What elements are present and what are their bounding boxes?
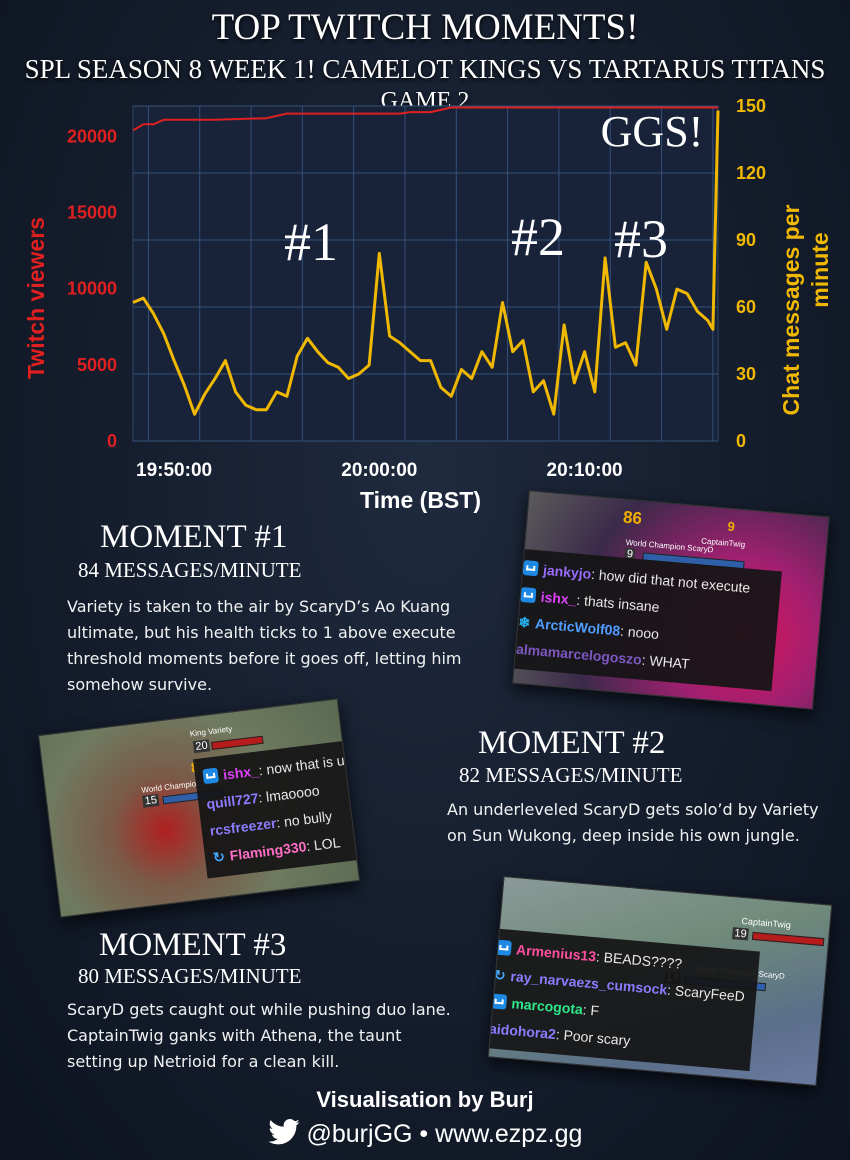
y-left-axis-label: Twitch viewers xyxy=(23,217,49,379)
viewers-series-line xyxy=(132,106,718,132)
chat-text: : now that is unfort man xyxy=(257,745,361,779)
y-left-tick-label: 15000 xyxy=(67,203,117,223)
moment-annotation: #2 xyxy=(511,207,565,267)
chat-overlay: ishx_: now that is unfort man quill727: … xyxy=(193,733,361,879)
chat-username: quill727 xyxy=(205,789,260,812)
moment-3-description: ScaryD gets caught out while pushing duo… xyxy=(67,1000,451,1071)
chat-username: almamarcelogoszo xyxy=(515,640,643,668)
moment-1-title: MOMENT #1 xyxy=(100,519,288,555)
chat-text: : lmaoooo xyxy=(257,782,321,806)
chat-text: : no bully xyxy=(275,807,333,831)
y-right-axis-label: minute xyxy=(807,232,833,307)
chat-text: : thats insane xyxy=(575,591,661,615)
chat-overlay: jankyjo: how did that not execute ishx_:… xyxy=(512,548,782,692)
snowflake-badge-icon: ❄ xyxy=(517,613,531,631)
website-link[interactable]: www.ezpz.gg xyxy=(435,1120,583,1148)
chat-username: ishx_ xyxy=(540,588,578,608)
chart-series xyxy=(132,106,720,416)
crown-badge-icon xyxy=(520,586,537,604)
moment-2-subtitle: 82 MESSAGES/MINUTE xyxy=(459,763,683,787)
moment-annotation: #1 xyxy=(284,212,338,272)
chart-axes: 0 5000 10000 15000 20000 0 30 60 90 120 150 19:50:0… xyxy=(23,96,833,513)
moment-1-subtitle: 84 MESSAGES/MINUTE xyxy=(78,558,302,582)
y-right-tick-label: 60 xyxy=(736,297,756,317)
chat-text: : WHAT xyxy=(641,651,691,672)
moment-3-subtitle: 80 MESSAGES/MINUTE xyxy=(78,964,302,988)
refresh-badge-icon: ↻ xyxy=(212,848,226,866)
social-line: @burjGG • www.ezpz.gg xyxy=(0,1119,850,1149)
credit-prefix: Visualisation by xyxy=(316,1087,490,1112)
chat-text: : F xyxy=(582,1001,600,1019)
x-tick-label: 19:50:00 xyxy=(136,460,212,481)
moment-1-description: Variety is taken to the air by ScaryD’s … xyxy=(67,597,462,694)
chat-username: Flaming330 xyxy=(228,838,308,864)
moment-2-title: MOMENT #2 xyxy=(478,725,666,761)
twitter-bird-icon xyxy=(267,1119,300,1145)
moment-3-screenshot: CaptainTwig 19 World Champion ScaryD 17 … xyxy=(487,875,833,1087)
chat-username: marcogota xyxy=(510,995,584,1018)
hud-level: 19 xyxy=(731,927,750,941)
twitter-handle-link[interactable]: @burjGG xyxy=(306,1120,413,1148)
viewers-chat-chart: 0 5000 10000 15000 20000 0 30 60 90 120 150 19:50:0… xyxy=(23,96,833,513)
chat-username: jankyjo xyxy=(542,561,592,582)
x-axis-label: Time (BST) xyxy=(360,487,481,513)
credit-author: Burj xyxy=(489,1087,534,1112)
y-left-tick-label: 20000 xyxy=(67,126,117,146)
hud-damage-number: 86 xyxy=(622,507,643,529)
chat-username: Armenius13 xyxy=(515,941,597,965)
credit-line: Visualisation by Burj xyxy=(0,1087,850,1113)
crown-badge-icon xyxy=(202,767,220,785)
chat-username: aidohora2 xyxy=(488,1020,557,1043)
moment-3-title: MOMENT #3 xyxy=(99,927,287,963)
chat-text: : LOL xyxy=(305,834,342,855)
chart-grid xyxy=(132,105,719,442)
crown-badge-icon xyxy=(495,939,512,956)
x-tick-label: 20:10:00 xyxy=(547,460,623,481)
y-right-tick-label: 0 xyxy=(736,431,746,451)
y-right-tick-label: 150 xyxy=(736,96,766,116)
y-right-tick-label: 120 xyxy=(736,163,766,183)
hud-player-name: King Variety xyxy=(189,724,233,739)
chat-overlay: Armenius13: BEADS???? ↻ ray_narvaezs_cums… xyxy=(487,927,760,1072)
y-left-tick-label: 0 xyxy=(107,431,117,451)
chat-text: : Poor scary xyxy=(555,1026,631,1049)
chat-username: rcsfreezer xyxy=(208,814,278,839)
moment-annotation: #3 xyxy=(614,209,668,269)
chat-username: ArcticWolf08 xyxy=(534,615,621,639)
plot-area xyxy=(132,105,719,442)
chat-text: : ScaryFeeD xyxy=(666,981,746,1005)
separator-dot: • xyxy=(419,1120,429,1148)
chat-username: ishx_ xyxy=(222,762,260,783)
moment-2-screenshot: King Variety 20 8 World Champion ScaryD … xyxy=(37,698,361,918)
hud-level: 15 xyxy=(142,793,160,808)
chart-annotations: #1 #2 #3 GGS! xyxy=(284,107,703,272)
y-left-tick-label: 10000 xyxy=(67,279,117,299)
chat-text: : BEADS???? xyxy=(595,948,683,972)
page-subtitle: SPL SEASON 8 WEEK 1! CAMELOT KINGS VS TA… xyxy=(24,54,826,84)
y-right-tick-label: 30 xyxy=(736,364,756,384)
hud-health-bar xyxy=(751,931,825,947)
page-title: TOP TWITCH MOMENTS! xyxy=(211,7,639,48)
crown-badge-icon xyxy=(490,993,508,1010)
hud-damage-number: 9 xyxy=(726,518,736,535)
y-left-tick-label: 5000 xyxy=(77,355,117,375)
moment-2-description: An underleveled ScaryD gets solo’d by Va… xyxy=(447,800,819,845)
x-tick-label: 20:00:00 xyxy=(341,460,417,481)
moment-annotation: GGS! xyxy=(601,107,704,156)
chat-text: : nooo xyxy=(619,622,660,643)
refresh-badge-icon: ↻ xyxy=(493,966,507,984)
hud-health-bar xyxy=(211,735,264,750)
y-right-axis-label: Chat messages per xyxy=(778,204,804,415)
y-right-tick-label: 90 xyxy=(736,230,756,250)
moment-1-screenshot: 86 9 CaptainTwig World Champion ScaryD 9… xyxy=(512,490,830,710)
crown-badge-icon xyxy=(522,560,539,577)
hud-level: 20 xyxy=(192,739,211,754)
